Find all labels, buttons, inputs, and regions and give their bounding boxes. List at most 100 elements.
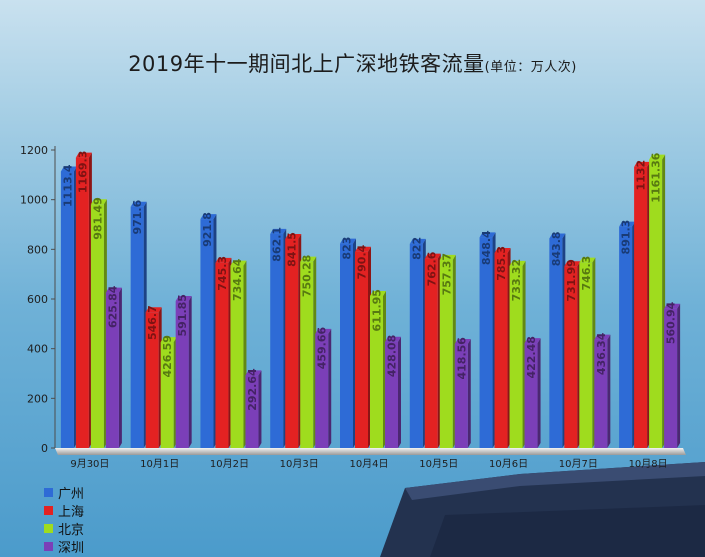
data-label: 560.94: [665, 301, 678, 344]
x-tick-label: 10月7日: [559, 458, 598, 470]
bar-side: [118, 287, 122, 448]
bar: [649, 159, 663, 449]
data-label: 891.3: [620, 220, 633, 255]
bar-top: [315, 328, 332, 334]
bar-top: [340, 238, 356, 244]
bar-top: [454, 339, 471, 345]
bar: [175, 301, 189, 448]
y-tick-label: 1200: [20, 144, 48, 157]
data-label: 611.95: [371, 289, 384, 331]
data-label: 921.8: [201, 212, 214, 247]
bar: [524, 343, 538, 448]
bar-top: [145, 307, 162, 313]
data-label: 1169.3: [76, 151, 89, 193]
data-label: 762.6: [425, 251, 438, 286]
bar-side: [607, 334, 611, 448]
data-label: 292.64: [246, 368, 259, 411]
bar-top: [230, 260, 247, 266]
bar: [230, 265, 244, 448]
bar-top: [509, 260, 526, 266]
bar-top: [245, 370, 262, 376]
bar-top: [409, 238, 426, 244]
legend-swatch: [44, 523, 53, 533]
legend-item: 深圳: [44, 537, 84, 556]
bar-side: [328, 328, 332, 448]
data-label: 785.3: [495, 246, 508, 281]
bar-top: [579, 257, 596, 263]
x-tick-label: 10月8日: [629, 458, 668, 470]
bar: [494, 252, 508, 448]
data-label: 733.32: [510, 259, 523, 301]
bar: [424, 258, 438, 448]
data-label: 981.49: [91, 197, 104, 239]
bar: [370, 296, 383, 448]
bar: [270, 233, 284, 448]
data-label: 734.64: [231, 258, 244, 301]
bar: [509, 265, 523, 448]
bar: [300, 261, 314, 448]
bar: [454, 344, 468, 448]
data-label: 848.4: [480, 230, 493, 265]
bar-top: [564, 261, 581, 267]
data-label: 418.56: [455, 337, 468, 380]
x-tick-label: 9月30日: [70, 458, 109, 470]
bar: [145, 312, 159, 448]
bar-top: [355, 246, 371, 252]
bar-top: [300, 256, 317, 262]
bar-top: [634, 161, 651, 167]
data-label: 745.3: [216, 256, 229, 291]
bar-top: [664, 303, 681, 309]
bar-side: [537, 338, 541, 448]
bar: [315, 333, 329, 448]
legend-swatch: [44, 541, 53, 551]
bar: [594, 339, 608, 448]
bar: [439, 259, 453, 448]
bar-top: [439, 254, 456, 260]
bar-top: [594, 334, 611, 340]
bar: [245, 375, 259, 448]
y-tick-label: 600: [27, 293, 48, 306]
bar-top: [424, 253, 441, 259]
x-tick-label: 10月2日: [210, 458, 249, 470]
bar: [130, 206, 144, 448]
bar-top: [200, 214, 217, 220]
bar-side: [398, 336, 401, 448]
legend-swatch: [44, 487, 53, 497]
data-label: 790.4: [356, 244, 369, 279]
data-label: 841.5: [286, 232, 299, 267]
bar: [215, 262, 229, 448]
chart-title-text: 2019年十一期间北上广深地铁客流量: [128, 52, 485, 76]
y-tick-label: 1000: [20, 194, 48, 207]
x-tick-label: 10月3日: [280, 458, 319, 470]
data-label: 1161.36: [650, 152, 663, 202]
bar: [355, 251, 368, 448]
bar-top: [130, 201, 147, 207]
bar-top: [524, 338, 541, 344]
bar-top: [215, 257, 232, 263]
bar: [385, 341, 398, 448]
bar: [549, 238, 563, 448]
bar-top: [285, 234, 302, 240]
bar-side: [677, 303, 681, 448]
y-tick-label: 200: [27, 392, 48, 405]
bar: [579, 262, 593, 448]
bar-top: [60, 166, 77, 172]
bar: [200, 219, 214, 448]
data-label: 971.6: [131, 199, 144, 234]
data-label: 546.7: [146, 305, 159, 340]
data-label: 428.08: [386, 335, 399, 377]
chart-title: 2019年十一期间北上广深地铁客流量(单位：万人次): [0, 48, 705, 78]
bar-top: [75, 152, 92, 158]
bar-top: [619, 221, 636, 227]
bar-top: [105, 287, 122, 293]
bar: [409, 243, 423, 448]
bar: [479, 237, 493, 448]
bar-top: [385, 336, 401, 342]
bar: [285, 239, 299, 448]
bar: [564, 266, 578, 448]
data-label: 746.3: [580, 256, 593, 291]
data-label: 625.84: [106, 285, 119, 328]
data-label: 436.34: [595, 332, 608, 375]
bar: [75, 157, 89, 448]
